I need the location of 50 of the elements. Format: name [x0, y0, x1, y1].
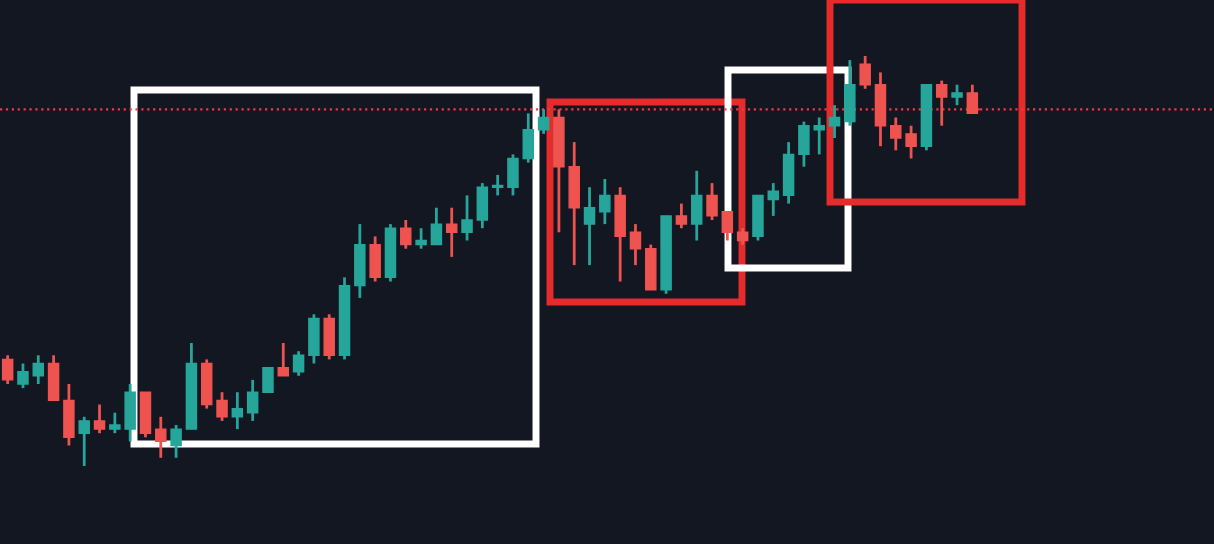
candlestick	[400, 218, 412, 251]
candlestick	[767, 181, 780, 218]
candlestick	[874, 71, 887, 148]
candlestick	[170, 423, 182, 460]
candlestick	[537, 107, 550, 136]
candlestick	[645, 243, 657, 292]
candlestick	[935, 79, 948, 128]
candlestick	[246, 378, 259, 423]
candlestick	[200, 358, 213, 410]
candlestick	[277, 341, 290, 378]
candlestick	[415, 226, 427, 251]
candlestick	[522, 112, 535, 164]
candlestick	[844, 58, 856, 128]
candlestick	[828, 103, 841, 140]
candlestick	[1, 353, 14, 386]
candlestick	[155, 415, 167, 460]
candlestick	[369, 235, 381, 283]
candlestick	[675, 202, 688, 230]
candlestick	[966, 83, 979, 115]
candlestick	[721, 210, 734, 242]
candlestick	[93, 403, 106, 435]
candlestick	[859, 54, 871, 91]
candlestick	[216, 390, 228, 423]
candlestick	[47, 353, 60, 402]
candlestick	[951, 83, 963, 107]
candlestick	[262, 366, 274, 393]
candlestick	[599, 177, 611, 226]
candlestick	[706, 181, 718, 222]
candlestick	[476, 181, 489, 230]
candlestick	[614, 185, 626, 283]
candlestick	[752, 194, 764, 242]
candlestick	[231, 390, 244, 431]
candlestick	[63, 382, 75, 447]
candlestick	[32, 353, 45, 386]
candlestick	[354, 222, 366, 300]
candlestick	[323, 312, 335, 361]
candlestick	[78, 415, 90, 468]
candlestick	[507, 153, 519, 197]
candlestick	[690, 169, 703, 242]
candlestick	[17, 362, 29, 390]
candlestick	[445, 206, 458, 259]
candlestick	[491, 173, 504, 197]
candlestick	[430, 206, 443, 246]
candlestick	[308, 312, 320, 365]
candlestick	[139, 390, 152, 439]
candlestick	[583, 185, 596, 267]
candlestick	[782, 140, 795, 205]
candlestick	[629, 222, 642, 267]
candlestick	[292, 349, 305, 378]
candlestick	[461, 194, 473, 242]
